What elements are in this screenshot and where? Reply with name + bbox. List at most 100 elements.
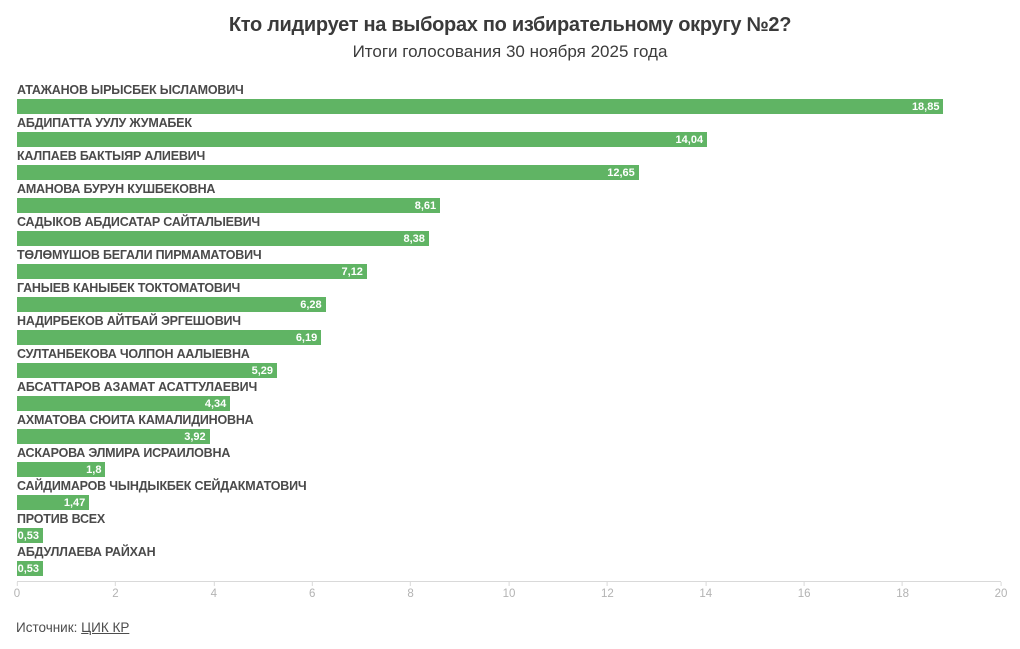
result-bar[interactable]: 3,92 bbox=[17, 429, 210, 444]
tick-label: 18 bbox=[896, 588, 909, 600]
candidate-name-label: ПРОТИВ ВСЕХ bbox=[17, 512, 106, 526]
x-axis-tick: 14 bbox=[699, 582, 712, 600]
source-note: Источник: ЦИК КР bbox=[16, 620, 129, 635]
result-bar[interactable]: 0,53 bbox=[17, 528, 44, 543]
x-axis-tick: 4 bbox=[211, 582, 217, 600]
bar-value-label: 6,28 bbox=[300, 298, 322, 311]
result-bar[interactable]: 8,38 bbox=[17, 231, 429, 246]
tick-mark bbox=[705, 582, 707, 586]
bar-row: АМАНОВА БУРУН КУШБЕКОВНА 8,61 bbox=[17, 183, 1000, 216]
tick-label: 16 bbox=[797, 588, 811, 600]
tick-label: 6 bbox=[308, 588, 316, 600]
bar-row: АСКАРОВА ЭЛМИРА ИСРАИЛОВНА 1,8 bbox=[17, 447, 1000, 480]
candidate-name-label: СУЛТАНБЕКОВА ЧОЛПОН ААЛЫЕВНА bbox=[17, 347, 250, 361]
result-bar[interactable]: 12,65 bbox=[17, 165, 639, 180]
candidate-name-label: ГАНЫЕВ КАНЫБЕК ТОКТОМАТОВИЧ bbox=[17, 281, 241, 295]
x-axis-tick: 2 bbox=[112, 582, 119, 600]
bar-value-label: 1,8 bbox=[86, 463, 102, 476]
bar-value-label: 0,53 bbox=[17, 529, 40, 542]
bar-value-label: 8,38 bbox=[403, 232, 425, 245]
bar-value-label: 7,12 bbox=[341, 265, 363, 278]
candidate-name-label: АБДИПАТТА УУЛУ ЖУМАБЕК bbox=[17, 116, 192, 130]
bar-value-label: 4,34 bbox=[204, 397, 227, 410]
tick-label: 10 bbox=[502, 588, 516, 600]
chart-header: Кто лидирует на выборах по избирательном… bbox=[0, 0, 1020, 62]
x-axis-tick: 20 bbox=[994, 582, 1008, 600]
bar-value-label: 18,85 bbox=[911, 100, 940, 113]
result-bar[interactable]: 7,12 bbox=[17, 264, 367, 279]
result-bar[interactable]: 1,8 bbox=[17, 462, 106, 477]
bar-row: ТӨЛӨМҮШОВ БЕГАЛИ ПИРМАМАТОВИЧ 7,12 bbox=[17, 249, 1000, 282]
bar-chart: АТАЖАНОВ ЫРЫСБЕК ЫСЛАМОВИЧ 18,85 АБДИПАТТА… bbox=[17, 84, 1000, 579]
candidate-name-label: НАДИРБЕКОВ АЙТБАЙ ЭРГЕШОВИЧ bbox=[17, 314, 241, 328]
tick-label: 8 bbox=[407, 588, 414, 600]
x-axis-tick: 10 bbox=[502, 582, 516, 600]
bar-row: ГАНЫЕВ КАНЫБЕК ТОКТОМАТОВИЧ 6,28 bbox=[17, 282, 1000, 315]
candidate-name-label: САДЫКОВ АБДИСАТАР САЙТАЛЫЕВИЧ bbox=[17, 215, 261, 229]
bar-value-label: 5,29 bbox=[251, 364, 273, 377]
result-bar[interactable]: 1,47 bbox=[17, 495, 90, 510]
tick-mark bbox=[311, 582, 313, 586]
bar-row: САДЫКОВ АБДИСАТАР САЙТАЛЫЕВИЧ 8,38 bbox=[17, 216, 1000, 249]
result-bar[interactable]: 6,28 bbox=[17, 297, 326, 312]
bar-row: ПРОТИВ ВСЕХ 0,53 bbox=[17, 513, 1000, 546]
tick-label: 14 bbox=[699, 588, 713, 600]
bar-value-label: 3,92 bbox=[184, 430, 206, 443]
tick-mark bbox=[16, 582, 18, 586]
x-axis-tick: 8 bbox=[407, 582, 414, 600]
tick-label: 20 bbox=[994, 588, 1008, 600]
bar-value-label: 8,61 bbox=[414, 199, 437, 212]
candidate-name-label: АСКАРОВА ЭЛМИРА ИСРАИЛОВНА bbox=[17, 446, 231, 460]
bar-row: АХМАТОВА СЮИТА КАМАЛИДИНОВНА 3,92 bbox=[17, 414, 1000, 447]
tick-mark bbox=[508, 582, 510, 586]
candidate-name-label: ТӨЛӨМҮШОВ БЕГАЛИ ПИРМАМАТОВИЧ bbox=[17, 248, 262, 262]
bar-row: НАДИРБЕКОВ АЙТБАЙ ЭРГЕШОВИЧ 6,19 bbox=[17, 315, 1000, 348]
tick-label: 4 bbox=[210, 588, 217, 600]
bar-row: АТАЖАНОВ ЫРЫСБЕК ЫСЛАМОВИЧ 18,85 bbox=[17, 84, 1000, 117]
candidate-name-label: САЙДИМАРОВ ЧЫНДЫКБЕК СЕЙДАКМАТОВИЧ bbox=[17, 479, 307, 493]
x-axis-tick: 18 bbox=[896, 582, 909, 600]
tick-mark bbox=[1000, 582, 1002, 586]
result-bar[interactable]: 5,29 bbox=[17, 363, 277, 378]
candidate-name-label: АБДУЛЛАЕВА РАЙХАН bbox=[17, 545, 156, 559]
bar-value-label: 0,53 bbox=[17, 562, 40, 575]
bar-value-label: 14,04 bbox=[675, 133, 704, 146]
x-axis-tick: 12 bbox=[601, 582, 614, 600]
bar-row: АБДУЛЛАЕВА РАЙХАН 0,53 bbox=[17, 546, 1000, 579]
chart-title: Кто лидирует на выборах по избирательном… bbox=[228, 14, 792, 36]
source-link[interactable]: ЦИК КР bbox=[81, 620, 130, 635]
result-bar[interactable]: 8,61 bbox=[17, 198, 441, 213]
result-bar[interactable]: 0,53 bbox=[17, 561, 44, 576]
tick-label: 12 bbox=[600, 588, 614, 600]
result-bar[interactable]: 14,04 bbox=[17, 132, 708, 147]
tick-mark bbox=[410, 582, 412, 586]
x-axis: 0 2 4 6 8 10 12 14 16 18 20 bbox=[14, 581, 1007, 603]
candidate-name-label: АБСАТТАРОВ АЗАМАТ АСАТТУЛАЕВИЧ bbox=[17, 380, 258, 394]
tick-mark bbox=[114, 582, 116, 586]
result-bar[interactable]: 4,34 bbox=[17, 396, 231, 411]
tick-label: 0 bbox=[13, 588, 21, 600]
x-axis-tick: 0 bbox=[14, 582, 20, 600]
bar-value-label: 6,19 bbox=[295, 331, 318, 344]
candidate-name-label: АМАНОВА БУРУН КУШБЕКОВНА bbox=[17, 182, 216, 196]
x-axis-tick: 16 bbox=[798, 582, 811, 600]
chart-subtitle: Итоги голосования 30 ноября 2025 года bbox=[352, 42, 668, 61]
tick-mark bbox=[213, 582, 215, 586]
tick-mark bbox=[803, 582, 805, 586]
source-label: Источник: bbox=[16, 620, 78, 635]
x-axis-tick: 6 bbox=[309, 582, 315, 600]
candidate-name-label: КАЛПАЕВ БАКТЫЯР АЛИЕВИЧ bbox=[17, 149, 206, 163]
bar-row: САЙДИМАРОВ ЧЫНДЫКБЕК СЕЙДАКМАТОВИЧ 1,47 bbox=[17, 480, 1000, 513]
bar-row: АБДИПАТТА УУЛУ ЖУМАБЕК 14,04 bbox=[17, 117, 1000, 150]
bar-row: СУЛТАНБЕКОВА ЧОЛПОН ААЛЫЕВНА 5,29 bbox=[17, 348, 1000, 381]
tick-label: 2 bbox=[112, 588, 119, 600]
candidate-name-label: АТАЖАНОВ ЫРЫСБЕК ЫСЛАМОВИЧ bbox=[17, 83, 244, 97]
bar-row: АБСАТТАРОВ АЗАМАТ АСАТТУЛАЕВИЧ 4,34 bbox=[17, 381, 1000, 414]
bar-value-label: 12,65 bbox=[607, 166, 635, 179]
result-bar[interactable]: 6,19 bbox=[17, 330, 322, 345]
result-bar[interactable]: 18,85 bbox=[17, 99, 944, 114]
tick-mark bbox=[902, 582, 904, 586]
bar-value-label: 1,47 bbox=[63, 496, 86, 509]
candidate-name-label: АХМАТОВА СЮИТА КАМАЛИДИНОВНА bbox=[17, 413, 254, 427]
bar-row: КАЛПАЕВ БАКТЫЯР АЛИЕВИЧ 12,65 bbox=[17, 150, 1000, 183]
